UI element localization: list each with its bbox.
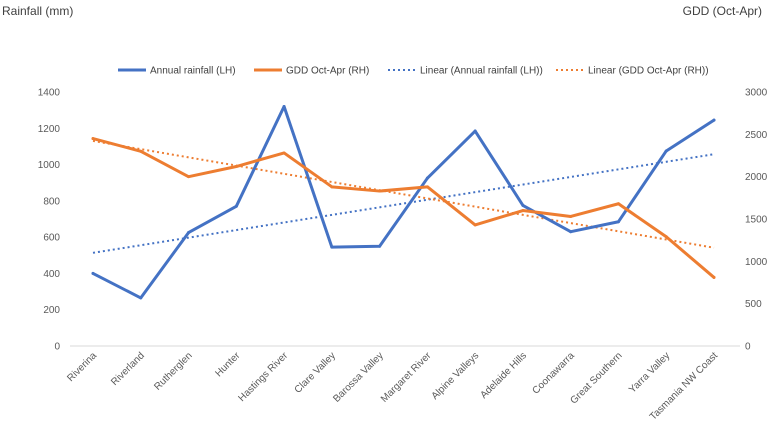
trendline-1	[92, 139, 715, 249]
data-point	[664, 235, 668, 239]
y-left-tick-label: 200	[43, 305, 60, 316]
y-left-tick-label: 1400	[38, 88, 61, 99]
data-point	[330, 245, 334, 249]
data-point	[282, 151, 286, 155]
x-tick-label: Rutherglen	[152, 350, 194, 392]
data-point	[712, 275, 716, 279]
y-left-tick-label: 1000	[38, 160, 61, 171]
data-point	[234, 165, 238, 169]
data-point	[234, 204, 238, 208]
y-right-tick-label: 2500	[745, 130, 768, 141]
data-point	[712, 118, 716, 122]
legend-label: Linear (GDD Oct-Apr (RH))	[588, 66, 709, 77]
data-point	[473, 223, 477, 227]
x-tick-label: Great Southern	[568, 350, 624, 406]
axes: 0 200 400 600 800 1000 1200 1400 0 500 1000 1500 200…	[38, 88, 768, 353]
legend: Annual rainfall (LH) GDD Oct-Apr (RH) Line…	[118, 66, 709, 77]
x-tick-label: Riverina	[65, 350, 99, 384]
data-point	[139, 296, 143, 300]
y-right-tick-label: 1000	[745, 257, 768, 268]
data-point	[91, 137, 95, 141]
series-line-0	[91, 105, 716, 300]
x-tick-label: Riverland	[109, 350, 147, 388]
y-right-tick-label: 1500	[745, 215, 768, 226]
legend-label: Linear (Annual rainfall (LH))	[420, 66, 543, 77]
data-point	[664, 149, 668, 153]
data-point	[378, 244, 382, 248]
data-point	[425, 176, 429, 180]
legend-label: Annual rainfall (LH)	[150, 66, 236, 77]
x-tick-labels: Riverina Riverland Rutherglen HunterHasting…	[65, 350, 720, 423]
x-tick-label: Margaret River	[379, 350, 434, 405]
y-axis-left-title: Rainfall (mm)	[2, 4, 74, 18]
y-left-tick-label: 1200	[38, 124, 61, 135]
y-axis-right-title: GDD (Oct-Apr)	[682, 4, 762, 18]
data-point	[569, 230, 573, 234]
data-point	[91, 271, 95, 275]
y-right-tick-label: 3000	[745, 88, 768, 99]
x-tick-label: Coonawarra	[531, 350, 578, 397]
data-point	[425, 185, 429, 189]
legend-label: GDD Oct-Apr (RH)	[286, 66, 369, 77]
x-tick-label: Barossa Valley	[331, 350, 385, 404]
x-tick-label: Clare Valley	[293, 350, 338, 395]
data-point	[521, 209, 525, 213]
y-right-tick-label: 2000	[745, 172, 768, 183]
data-point	[282, 105, 286, 109]
x-tick-label: Alpine Valleys	[430, 350, 482, 402]
data-point	[187, 175, 191, 179]
y-left-tick-label: 800	[43, 196, 60, 207]
data-point	[616, 220, 620, 224]
x-tick-label: Yarra Valley	[627, 350, 672, 395]
x-tick-label: Adelaide Hills	[478, 350, 529, 401]
data-point	[378, 189, 382, 193]
y-left-tick-label: 600	[43, 233, 60, 244]
data-point	[616, 202, 620, 206]
x-tick-label: Hastings River	[236, 350, 290, 404]
data-point	[187, 231, 191, 235]
y-right-tick-label: 0	[745, 342, 751, 353]
data-point	[139, 149, 143, 153]
data-point	[569, 214, 573, 218]
x-tick-label: Hunter	[213, 350, 242, 379]
series-line-1	[91, 137, 716, 279]
trendlines	[92, 139, 715, 254]
y-right-tick-label: 500	[745, 299, 762, 310]
data-point	[473, 129, 477, 133]
data-point	[521, 203, 525, 207]
series-lines	[91, 105, 716, 300]
data-point	[330, 185, 334, 189]
y-left-tick-label: 400	[43, 269, 60, 280]
y-left-tick-label: 0	[54, 342, 60, 353]
